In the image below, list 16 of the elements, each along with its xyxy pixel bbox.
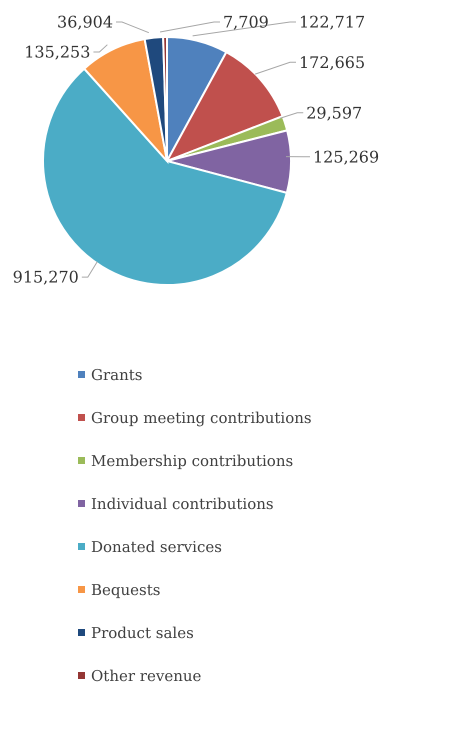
data-label: 36,904 xyxy=(57,12,113,32)
data-label: 7,709 xyxy=(223,12,269,32)
data-label: 915,270 xyxy=(12,268,79,287)
legend-label: Other revenue xyxy=(91,666,202,684)
legend-label: Donated services xyxy=(91,538,222,556)
legend-label: Grants xyxy=(91,366,142,384)
data-label: 122,717 xyxy=(299,12,366,32)
legend-label: Product sales xyxy=(91,624,194,642)
data-label: 29,597 xyxy=(306,103,362,122)
data-label: 172,665 xyxy=(299,52,366,72)
data-label: 135,253 xyxy=(24,42,90,62)
legend-label: Individual contributions xyxy=(91,494,274,512)
legend-label: Membership contributions xyxy=(91,452,294,470)
legend-label: Bequests xyxy=(91,580,160,598)
data-label: 125,269 xyxy=(313,147,380,166)
legend-label: Group meeting contributions xyxy=(91,408,312,426)
